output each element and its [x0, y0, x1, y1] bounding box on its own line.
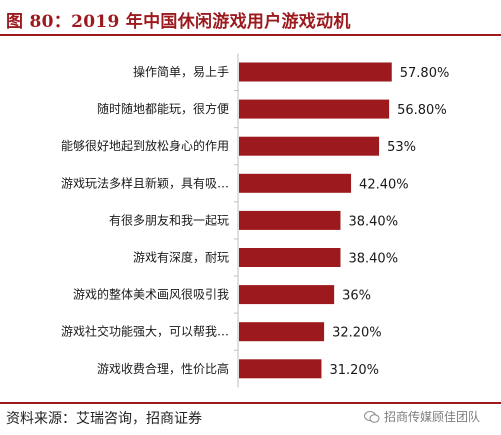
wechat-icon [364, 410, 380, 423]
source-note: 资料来源：艾瑞咨询，招商证券 [6, 411, 202, 427]
data-label: 36% [342, 289, 371, 304]
data-label: 56.80% [397, 103, 447, 118]
category-label: 游戏的整体美术画风很吸引我 [73, 287, 229, 302]
data-label: 42.40% [359, 177, 409, 192]
category-label: 有很多朋友和我一起玩 [109, 213, 229, 227]
chart-title: 图 80：2019 年中国休闲游戏用户游戏动机 [6, 12, 351, 32]
category-label: 操作简单，易上手 [133, 64, 229, 79]
bar [239, 210, 341, 230]
category-label: 随时随地都能玩，很方便 [97, 101, 229, 116]
bar [239, 322, 325, 342]
bar [239, 359, 322, 379]
category-label: 游戏收费合理，性价比高 [97, 361, 229, 376]
data-label: 57.80% [400, 66, 450, 81]
bar [239, 285, 335, 305]
category-label: 游戏有深度，耐玩 [133, 250, 229, 265]
footer-divider [0, 402, 501, 404]
watermark: 招商传媒顾佳团队 [364, 408, 480, 425]
data-label: 53% [387, 140, 416, 155]
data-label: 38.40% [348, 252, 398, 267]
title-divider [0, 34, 501, 36]
bar [239, 248, 341, 267]
data-label: 31.20% [329, 363, 379, 378]
data-label: 32.20% [332, 326, 382, 341]
bar [239, 173, 352, 193]
data-label: 38.40% [348, 214, 398, 229]
watermark-text: 招商传媒顾佳团队 [384, 410, 481, 424]
bar [239, 136, 380, 156]
category-label: 游戏社交功能强大，可以帮我… [61, 324, 229, 339]
bar [239, 99, 390, 119]
category-label: 游戏玩法多样且新颖，具有吸… [61, 175, 229, 190]
bar-chart: 操作简单，易上手 57.80% 随时随地都能玩，很方便 56.80% 能够很好地起到放松… [61, 53, 450, 388]
bar [239, 62, 392, 82]
category-label: 能够很好地起到放松身心的作用 [61, 138, 229, 153]
